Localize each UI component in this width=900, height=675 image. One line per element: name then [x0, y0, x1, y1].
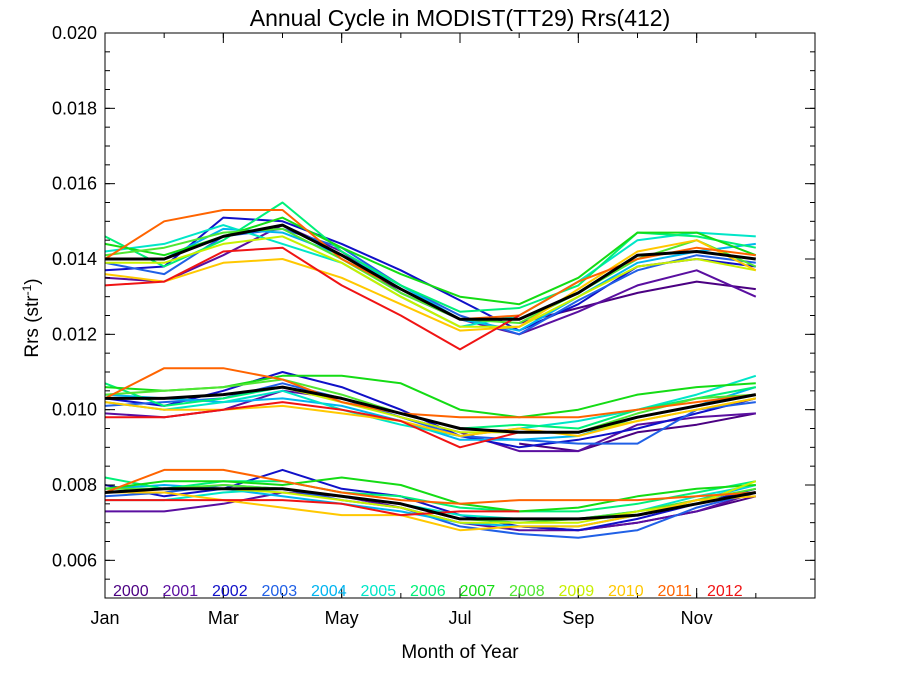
legend-entry-2002: 2002 [212, 583, 248, 600]
legend-entry-2003: 2003 [262, 583, 298, 600]
series-line-2010-upper [104, 239, 757, 332]
series-line-2007-lower [104, 476, 756, 513]
series-line-2007-upper [104, 216, 757, 306]
x-axis-label: Month of Year [401, 642, 519, 663]
series-line-2002-middle [104, 371, 757, 449]
y-tick-label: 0.008 [52, 475, 97, 495]
y-axis-label-suffix: ) [22, 278, 43, 284]
mean-line-lower [104, 487, 757, 521]
x-tick-label: Jan [90, 608, 119, 628]
x-tick-label: May [325, 608, 359, 628]
series-line-2012-upper [104, 246, 520, 351]
y-axis-label: Rrs (str-1) [20, 278, 43, 357]
y-tick-label: 0.016 [52, 174, 97, 194]
series-line-2012-lower [105, 499, 520, 517]
legend-entry-2010: 2010 [608, 583, 644, 600]
series-line-2006-upper [104, 201, 756, 313]
series-line-2011-lower [104, 468, 756, 505]
series-line-2010-middle [104, 397, 756, 437]
x-tick-label: Jul [448, 608, 471, 628]
x-tick-label: Mar [208, 608, 239, 628]
legend-entry-2012: 2012 [707, 583, 743, 600]
legend-entry-2000: 2000 [113, 583, 149, 600]
legend-entry-2006: 2006 [410, 583, 446, 600]
legend-entry-2007: 2007 [460, 583, 496, 600]
legend-entry-2004: 2004 [311, 583, 347, 600]
y-tick-label: 0.012 [52, 324, 97, 344]
y-tick-label: 0.010 [52, 400, 97, 420]
series-line-2003-upper [104, 227, 756, 336]
x-tick-label: Nov [681, 608, 713, 628]
mean-line-upper [105, 223, 756, 321]
series-line-2000-middle [519, 412, 756, 453]
legend-entry-2011: 2011 [658, 583, 693, 600]
series-line-2004-upper [105, 227, 756, 332]
y-tick-label: 0.020 [52, 23, 97, 43]
mean-line-middle [105, 385, 757, 434]
legend-entry-2008: 2008 [509, 583, 545, 600]
legend-entry-2001: 2001 [163, 583, 199, 600]
legend-entry-2009: 2009 [559, 583, 595, 600]
series-line-2012-middle [105, 401, 520, 449]
y-axis-label-sup: -1 [20, 284, 34, 295]
series-line-2009-upper [105, 235, 756, 328]
y-tick-label: 0.006 [52, 550, 97, 570]
y-tick-label: 0.018 [52, 98, 97, 118]
legend-entry-2005: 2005 [361, 583, 397, 600]
x-tick-label: Sep [562, 608, 594, 628]
series-line-2011-middle [104, 367, 756, 419]
chart-title: Annual Cycle in MODIST(TT29) Rrs(412) [250, 5, 671, 31]
y-tick-label: 0.014 [52, 249, 97, 269]
y-axis-label-prefix: Rrs (str [22, 295, 43, 358]
